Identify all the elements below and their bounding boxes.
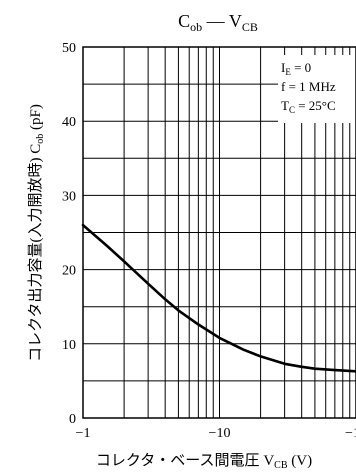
- tick-labels: 0 10 20 30 40 50 −1 −10 −10: [62, 41, 356, 441]
- y-axis-label-unit: (pF): [28, 104, 44, 134]
- y-axis-label-var-sub: ob: [35, 134, 46, 144]
- chart-title: Cob — VCB: [178, 11, 258, 34]
- condition-f: f = 1 MHz: [281, 79, 336, 94]
- y-tick-label: 10: [62, 338, 76, 353]
- condition-ie-sub: E: [285, 67, 291, 77]
- y-tick-label: 40: [62, 115, 76, 130]
- chart-title-second: V: [229, 11, 242, 31]
- y-axis-label: コレクタ出力容量(入力開放時) Cob (pF): [27, 104, 46, 362]
- series-line: [81, 223, 356, 373]
- chart-title-main: C: [178, 11, 190, 31]
- x-axis-label-var-sub: CB: [274, 460, 288, 471]
- chart-title-sep: —: [202, 11, 229, 31]
- x-axis-label-var: V: [263, 453, 274, 469]
- condition-ie-var: I: [281, 60, 285, 75]
- conditions-box-bg: [278, 55, 356, 123]
- condition-tc-sub: C: [289, 105, 295, 115]
- y-tick-label: 20: [62, 264, 76, 279]
- condition-tc: TC = 25°C: [281, 98, 336, 115]
- y-tick-label: 50: [62, 41, 76, 56]
- x-tick-label: −10: [209, 426, 231, 441]
- condition-f-rest: = 1 MHz: [285, 79, 336, 94]
- y-tick-label: 0: [69, 412, 76, 427]
- y-axis-label-var: C: [28, 144, 44, 154]
- condition-f-var: f: [281, 79, 286, 94]
- x-axis-label-text: コレクタ・ベース間電圧: [96, 452, 263, 469]
- y-tick-label: 30: [62, 189, 76, 204]
- x-tick-label: −10: [345, 426, 356, 441]
- x-axis-label-unit: (V): [288, 453, 313, 469]
- condition-ie: IE = 0: [281, 60, 311, 77]
- plot-frame: [82, 46, 356, 419]
- x-axis-label: コレクタ・ベース間電圧 VCB (V): [96, 452, 312, 471]
- chart-title-second-sub: CB: [242, 20, 258, 34]
- condition-tc-rest: = 25°C: [295, 98, 336, 113]
- y-axis-label-text: コレクタ出力容量(入力開放時): [27, 154, 44, 362]
- condition-tc-var: T: [281, 98, 289, 113]
- chart-title-main-sub: ob: [190, 20, 202, 34]
- condition-ie-rest: = 0: [291, 60, 311, 75]
- x-tick-label: −1: [76, 426, 91, 441]
- conditions-box: IE = 0 f = 1 MHz TC = 25°C: [278, 55, 356, 123]
